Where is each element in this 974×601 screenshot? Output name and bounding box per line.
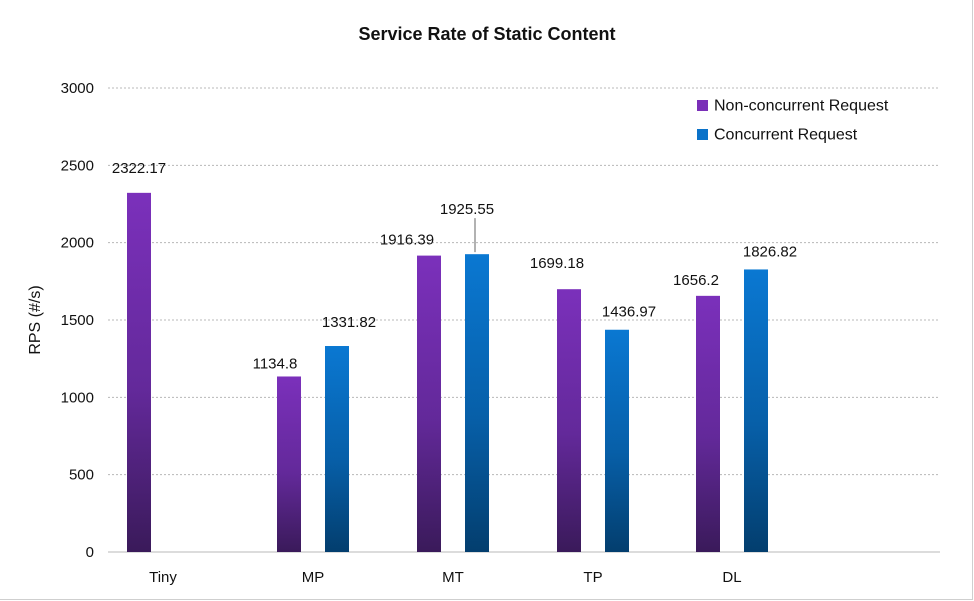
- y-tick-label: 3000: [61, 80, 94, 97]
- bars: 2322.17 1134.8 1331.82 1916.39 1925.55 1699.1…: [112, 160, 797, 553]
- y-axis-label: RPS (#/s): [27, 285, 44, 354]
- x-tick-label: TP: [583, 569, 602, 586]
- legend-swatch: [697, 129, 708, 140]
- bar: [744, 269, 768, 552]
- legend-label: Non-concurrent Request: [714, 98, 889, 115]
- bar: [557, 289, 581, 552]
- y-tick-label: 2500: [61, 157, 94, 174]
- bar: [127, 192, 151, 552]
- data-label: 1699.18: [530, 255, 584, 272]
- bar: [417, 255, 441, 553]
- gridlines: [108, 87, 940, 553]
- bar: [465, 254, 489, 553]
- legend-swatch: [697, 100, 708, 111]
- legend-label: Concurrent Request: [714, 127, 858, 144]
- x-axis-ticks: Tiny MP MT TP DL: [149, 569, 741, 586]
- bar: [696, 295, 720, 552]
- x-tick-label: DL: [722, 569, 741, 586]
- legend: Non-concurrent Request Concurrent Request: [697, 98, 889, 144]
- chart-title: Service Rate of Static Content: [358, 24, 615, 44]
- y-tick-label: 2000: [61, 235, 94, 252]
- data-label: 1331.82: [322, 314, 376, 331]
- y-tick-label: 1500: [61, 312, 94, 329]
- data-label: 2322.17: [112, 160, 166, 177]
- x-tick-label: MT: [442, 569, 464, 586]
- x-tick-label: Tiny: [149, 569, 177, 586]
- data-label: 1656.2: [673, 272, 719, 289]
- data-label: 1916.39: [380, 232, 434, 249]
- y-axis-ticks: 0 500 1000 1500 2000 2500 3000: [61, 80, 94, 561]
- data-label: 1826.82: [743, 243, 797, 260]
- bar: [605, 329, 629, 552]
- bar: [277, 376, 301, 552]
- data-label: 1925.55: [440, 201, 494, 218]
- y-tick-label: 0: [86, 544, 94, 561]
- y-tick-label: 1000: [61, 389, 94, 406]
- data-label: 1134.8: [253, 355, 298, 372]
- data-label: 1436.97: [602, 304, 656, 321]
- bar: [325, 346, 349, 552]
- y-tick-label: 500: [69, 467, 94, 484]
- x-tick-label: MP: [302, 569, 325, 586]
